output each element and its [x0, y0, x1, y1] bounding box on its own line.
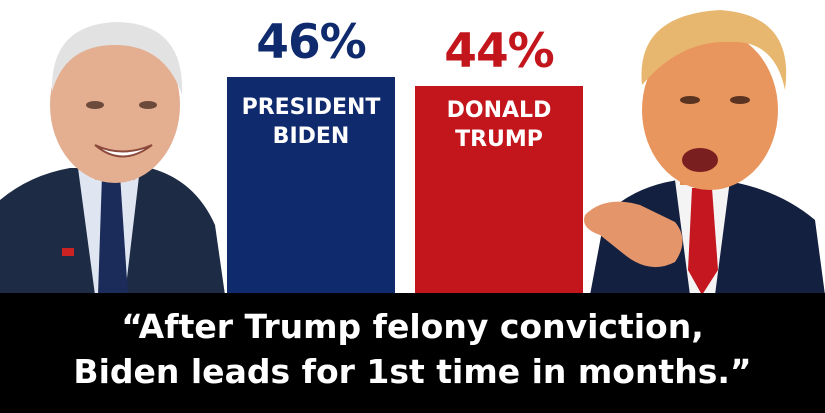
trump-bar-label: DONALD TRUMP [446, 98, 552, 152]
trump-percent: 44% [444, 24, 555, 79]
trump-photo [584, 10, 825, 295]
biden-percent: 46% [256, 15, 367, 70]
caption-line-1: “After Trump felony conviction, [121, 307, 704, 346]
headline-caption: “After Trump felony conviction, Biden le… [0, 293, 825, 413]
trump-bar: DONALD TRUMP [415, 86, 583, 293]
biden-bar: PRESIDENT BIDEN [227, 77, 395, 293]
biden-bar-label: PRESIDENT BIDEN [241, 95, 381, 149]
caption-line-2: Biden leads for 1st time in months.” [73, 352, 752, 391]
biden-photo [0, 22, 225, 295]
